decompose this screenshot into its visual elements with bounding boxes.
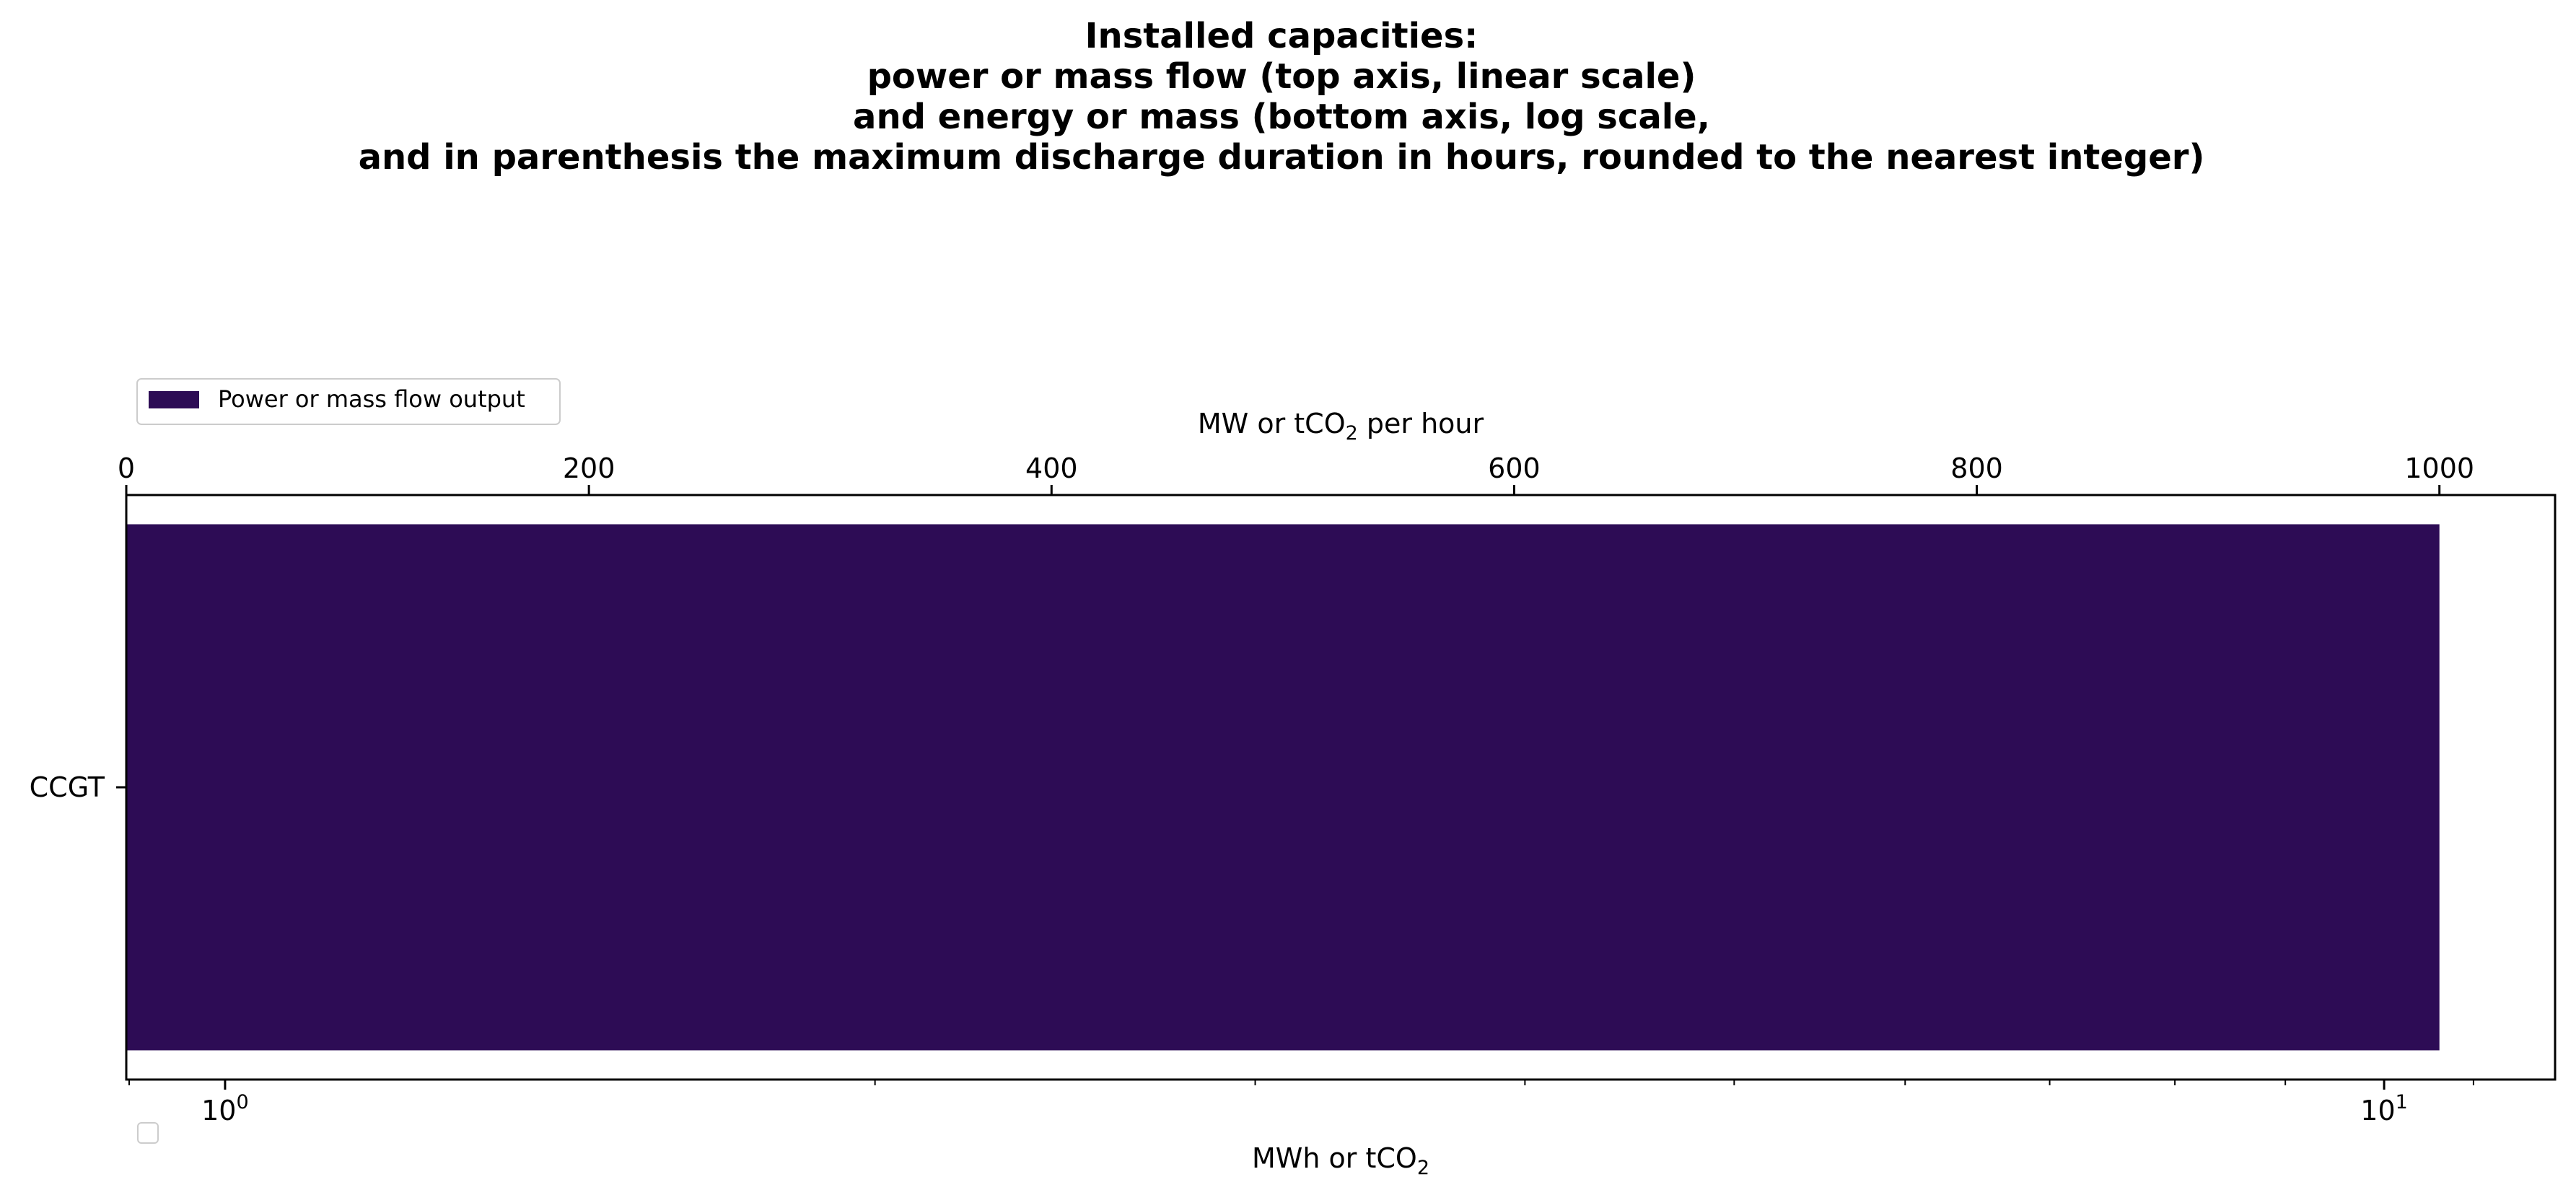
- top-tick-label: 1000: [2404, 452, 2474, 484]
- legend-label: Power or mass flow output: [218, 385, 525, 413]
- empty-legend-box: [137, 1122, 159, 1144]
- bottom-axis-label-prefix: MWh or tCO: [1252, 1142, 1417, 1174]
- top-tick-label: 0: [118, 452, 135, 484]
- legend: Power or mass flow output: [136, 378, 561, 425]
- title-line-2: power or mass flow (top axis, linear sca…: [867, 56, 1696, 97]
- bottom-axis-label-sub: 2: [1417, 1157, 1429, 1179]
- bottom-tick-label: 100: [201, 1091, 249, 1126]
- top-axis-label-suffix: per hour: [1358, 408, 1484, 439]
- title-line-1: Installed capacities:: [1085, 16, 1478, 56]
- bottom-tick-label: 101: [2360, 1091, 2408, 1126]
- y-tick-label: CCGT: [30, 771, 105, 803]
- top-tick-label: 200: [563, 452, 615, 484]
- legend-frame: [136, 378, 561, 425]
- top-tick-label: 600: [1488, 452, 1541, 484]
- bars: [126, 524, 2440, 1051]
- top-axis-label-sub: 2: [1346, 422, 1358, 445]
- top-tick-label: 800: [1950, 452, 2003, 484]
- title-line-3: and energy or mass (bottom axis, log sca…: [853, 97, 1710, 137]
- chart-title: Installed capacities: power or mass flow…: [359, 16, 2205, 178]
- legend-swatch: [149, 391, 199, 408]
- bar: [126, 524, 2440, 1051]
- top-axis-label: MW or tCO2 per hour: [1198, 408, 1484, 445]
- top-tick-label: 400: [1025, 452, 1078, 484]
- top-axis-label-prefix: MW or tCO: [1198, 408, 1346, 439]
- bottom-axis-ticks: 100 101: [128, 1080, 2474, 1126]
- top-axis-ticks: 0 200 400 600 800 1000: [118, 452, 2474, 495]
- title-line-4: and in parenthesis the maximum discharge…: [359, 137, 2205, 178]
- y-axis-ticks: CCGT: [30, 771, 126, 803]
- bottom-axis-label: MWh or tCO2: [1252, 1142, 1429, 1179]
